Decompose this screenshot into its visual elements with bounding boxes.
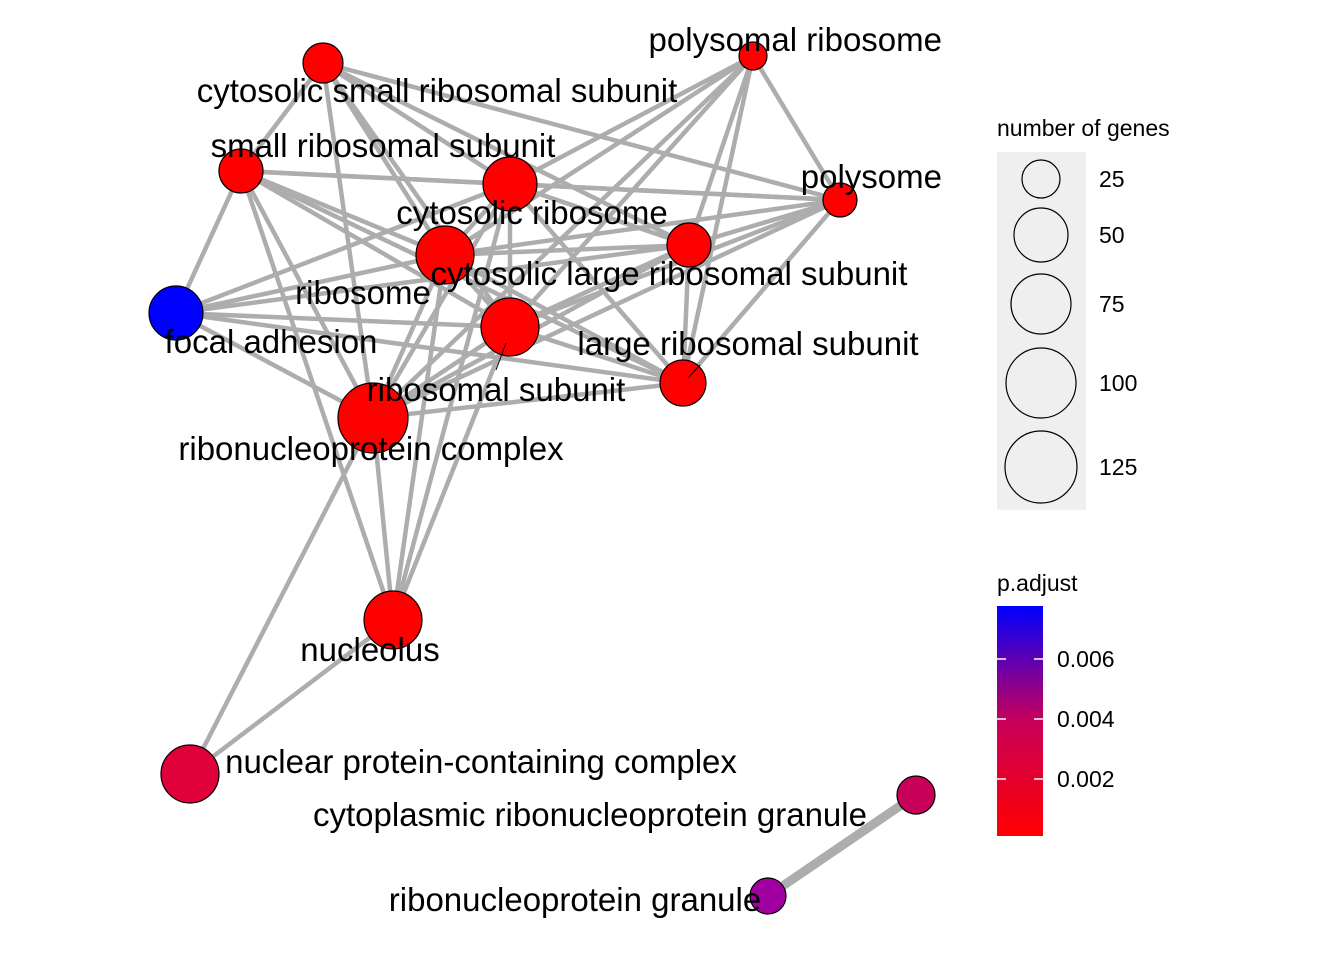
- node-ribonucleoprotein-complex: [337, 382, 409, 454]
- color-legend: p.adjust 0.006 0.004 0.002: [997, 570, 1115, 836]
- node-label-ribosomal-subunit: ribosomal subunit: [367, 371, 626, 408]
- edge-cytoplasmic-ribonucleoprotein-granule-to-ribonucleoprotein-granule: [765, 791, 919, 900]
- edge-cytosolic-small-ribosomal-subunit-to-small-ribosomal-subunit: [239, 61, 325, 173]
- node-cytosolic-small-ribosomal-subunit: [302, 42, 344, 84]
- node-nuclear-protein-containing-complex: [160, 744, 220, 804]
- edge-large-ribosomal-subunit-to-ribonucleoprotein-complex: [372, 380, 684, 421]
- node-label-polysome: polysome: [801, 158, 942, 195]
- edge-cytosolic-ribosome-to-ribonucleoprotein-complex: [371, 182, 512, 420]
- size-legend-title: number of genes: [997, 115, 1170, 141]
- edge-cytosolic-large-ribosomal-subunit-to-ribosomal-subunit: [509, 242, 690, 330]
- label-leader-large-ribosomal-subunit: [687, 364, 701, 379]
- node-small-ribosomal-subunit: [218, 148, 264, 194]
- network-labels: cytosolic small ribosomal subunit polysom…: [165, 21, 942, 918]
- edge-cytosolic-ribosome-to-large-ribosomal-subunit: [508, 182, 685, 385]
- edge-nucleolus-to-nuclear-protein-containing-complex: [188, 618, 395, 776]
- node-cytosolic-ribosome: [482, 156, 538, 212]
- color-legend-title: p.adjust: [997, 570, 1078, 596]
- color-legend-colorbar: [997, 606, 1043, 836]
- edge-cytosolic-small-ribosomal-subunit-to-polysome: [322, 60, 841, 203]
- edge-cytosolic-ribosome-to-cytosolic-large-ribosomal-subunit: [509, 181, 690, 248]
- node-label-polysomal-ribosome: polysomal ribosome: [649, 21, 942, 58]
- node-label-nuclear-protein-containing-complex: nuclear protein-containing complex: [225, 743, 737, 780]
- node-cytosolic-large-ribosomal-subunit: [666, 222, 712, 268]
- edge-ribonucleoprotein-complex-to-nuclear-protein-containing-complex: [187, 416, 376, 776]
- edge-cytosolic-ribosome-to-nucleolus: [390, 183, 513, 621]
- node-label-large-ribosomal-subunit: large ribosomal subunit: [577, 325, 918, 362]
- node-label-focal-adhesion: focal adhesion: [165, 323, 378, 360]
- edge-large-ribosomal-subunit-to-focal-adhesion: [175, 310, 684, 386]
- edge-ribosome-to-focal-adhesion: [175, 252, 446, 316]
- edge-polysomal-ribosome-to-cytosolic-large-ribosomal-subunit: [686, 55, 756, 246]
- edge-polysomal-ribosome-to-cytosolic-ribosome: [508, 54, 755, 186]
- colorbar-tick-label: 0.004: [1057, 706, 1115, 732]
- size-legend-circle-100: [1005, 347, 1077, 419]
- size-legend-circle-25: [1021, 159, 1061, 199]
- node-label-ribosome: ribosome: [295, 274, 431, 311]
- node-label-ribonucleoprotein-complex: ribonucleoprotein complex: [178, 430, 564, 467]
- size-legend-circle-125: [1004, 430, 1078, 504]
- edge-cytosolic-small-ribosomal-subunit-to-cytosolic-ribosome: [321, 61, 512, 186]
- node-cytoplasmic-ribonucleoprotein-granule: [896, 775, 936, 815]
- node-ribonucleoprotein-granule: [749, 877, 787, 915]
- network-nodes: [148, 41, 936, 915]
- size-legend-circle-75: [1010, 273, 1072, 335]
- edge-cytosolic-ribosome-to-focal-adhesion: [175, 181, 511, 316]
- label-leader-ribosomal-subunit: [495, 342, 507, 371]
- size-legend: number of genes 25 50 75 100 125: [997, 115, 1170, 510]
- colorbar-tick-label: 0.006: [1057, 646, 1115, 672]
- node-ribosomal-subunit: [480, 297, 540, 357]
- node-label-cytoplasmic-ribonucleoprotein-granule: cytoplasmic ribonucleoprotein granule: [313, 796, 867, 833]
- size-legend-label-125: 125: [1099, 454, 1137, 480]
- edge-ribosome-to-nucleolus: [390, 254, 448, 621]
- edge-cytosolic-small-ribosomal-subunit-to-ribonucleoprotein-complex: [320, 62, 376, 419]
- edge-ribosome-to-large-ribosomal-subunit: [443, 253, 685, 385]
- edge-ribosomal-subunit-to-focal-adhesion: [175, 310, 511, 330]
- edge-cytosolic-small-ribosomal-subunit-to-cytosolic-large-ribosomal-subunit: [321, 60, 691, 248]
- edge-polysomal-ribosome-to-polysome: [751, 54, 842, 202]
- edge-polysome-to-ribosome: [444, 197, 841, 258]
- edge-focal-adhesion-to-ribonucleoprotein-complex: [174, 311, 375, 420]
- size-legend-circle-50: [1013, 207, 1069, 263]
- node-focal-adhesion: [148, 285, 204, 341]
- size-legend-label-25: 25: [1099, 166, 1125, 192]
- edge-polysome-to-ribosomal-subunit: [509, 197, 841, 330]
- edge-polysome-to-ribonucleoprotein-complex: [372, 197, 841, 421]
- edge-small-ribosomal-subunit-to-nucleolus: [238, 170, 396, 621]
- edge-ribosomal-subunit-to-nucleolus: [390, 326, 513, 621]
- node-nucleolus: [363, 590, 423, 650]
- size-legend-label-75: 75: [1099, 291, 1125, 317]
- size-legend-label-100: 100: [1099, 370, 1137, 396]
- edge-polysomal-ribosome-to-ribosome: [443, 54, 755, 257]
- node-label-small-ribosomal-subunit: small ribosomal subunit: [211, 127, 556, 164]
- node-label-ribonucleoprotein-granule: ribonucleoprotein granule: [389, 881, 761, 918]
- colorbar-tick-label: 0.002: [1057, 766, 1115, 792]
- node-label-cytosolic-large-ribosomal-subunit: cytosolic large ribosomal subunit: [431, 255, 908, 292]
- node-polysomal-ribosome: [738, 41, 768, 71]
- node-label-cytosolic-ribosome: cytosolic ribosome: [396, 194, 667, 231]
- edge-small-ribosomal-subunit-to-ribosomal-subunit: [239, 169, 512, 329]
- edge-polysomal-ribosome-to-large-ribosomal-subunit: [680, 55, 756, 384]
- size-legend-label-50: 50: [1099, 222, 1125, 248]
- node-label-nucleolus: nucleolus: [300, 631, 439, 668]
- node-polysome: [822, 182, 858, 218]
- node-ribosome: [415, 225, 475, 285]
- node-label-cytosolic-small-ribosomal-subunit: cytosolic small ribosomal subunit: [197, 72, 678, 109]
- edge-cytosolic-ribosome-to-polysome: [509, 181, 841, 203]
- edge-ribosomal-subunit-to-large-ribosomal-subunit: [509, 324, 684, 386]
- edge-ribosome-to-cytosolic-large-ribosomal-subunit: [444, 242, 690, 258]
- edge-polysome-to-large-ribosomal-subunit: [681, 198, 842, 385]
- node-large-ribosomal-subunit: [659, 359, 707, 407]
